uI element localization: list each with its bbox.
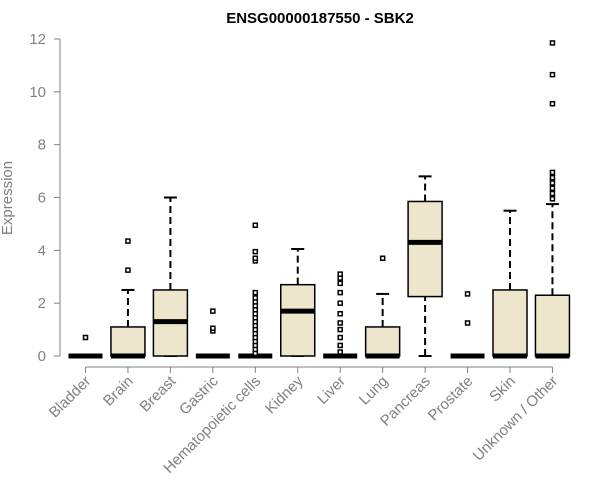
outlier-point	[549, 174, 556, 181]
box-pancreas	[407, 175, 443, 357]
x-tick-label: Brain	[100, 373, 137, 410]
box-breast	[152, 196, 189, 357]
y-tick-label: 6	[38, 190, 46, 207]
outlier-point	[464, 291, 471, 297]
y-tick-label: 0	[38, 348, 46, 365]
box-iqr	[110, 326, 146, 357]
box-hematopoietic-cells	[238, 222, 273, 359]
outlier-point	[125, 267, 131, 273]
outlier-point	[337, 271, 343, 277]
y-tick-label: 8	[38, 137, 46, 154]
plot-area	[68, 40, 571, 359]
box-liver	[323, 271, 358, 359]
outlier-point	[210, 308, 216, 314]
outlier-point	[549, 40, 556, 46]
box-lung	[364, 255, 401, 359]
box-unknown-other	[534, 40, 571, 359]
x-tick-label: Kidney	[262, 372, 307, 417]
x-tick-label: Liver	[314, 373, 349, 408]
outlier-point	[252, 289, 259, 296]
outlier-point	[549, 185, 556, 192]
outlier-point	[82, 334, 89, 341]
outlier-point	[549, 196, 556, 202]
box-kidney	[280, 248, 316, 357]
outlier-point	[252, 222, 259, 228]
box-iqr	[492, 289, 528, 357]
outlier-point	[379, 255, 386, 262]
outlier-point	[252, 248, 259, 255]
outlier-point	[337, 334, 343, 341]
x-tick-label: Bladder	[46, 373, 95, 422]
outlier-point	[337, 310, 343, 317]
outlier-point	[210, 325, 216, 332]
y-axis-title: Expression	[0, 161, 16, 235]
x-tick-label: Skin	[486, 373, 519, 406]
y-tick-label: 10	[29, 84, 46, 101]
outlier-point	[252, 255, 259, 262]
outlier-point	[549, 169, 556, 176]
outlier-point	[337, 280, 343, 287]
outlier-point	[337, 320, 343, 326]
outlier-point	[549, 71, 556, 78]
outlier-point	[464, 320, 471, 326]
outlier-point	[549, 180, 556, 186]
outlier-point	[337, 289, 343, 296]
box-iqr	[407, 200, 443, 298]
outlier-point	[549, 190, 556, 197]
box-iqr	[534, 294, 571, 357]
x-tick-label: Lung	[356, 373, 392, 409]
box-gastric	[195, 308, 230, 359]
box-prostate	[450, 291, 485, 359]
outlier-point	[337, 349, 343, 355]
box-skin	[492, 209, 528, 359]
outlier-point	[337, 342, 343, 349]
box-bladder	[68, 334, 103, 359]
box-brain	[110, 238, 146, 359]
y-tick-label: 4	[38, 242, 46, 259]
y-tick-label: 12	[29, 31, 46, 48]
y-axis: 0 2 4 6 8 10 12	[29, 31, 61, 365]
outlier-point	[125, 238, 131, 244]
outlier-point	[337, 300, 343, 306]
chart-title: ENSG00000187550 - SBK2	[226, 10, 414, 27]
box-iqr	[280, 283, 316, 357]
box-iqr	[364, 326, 401, 357]
x-tick-label: Prostate	[425, 373, 477, 425]
outlier-point	[549, 100, 556, 107]
y-tick-label: 2	[38, 295, 46, 312]
x-tick-label: Breast	[137, 372, 180, 415]
outlier-point	[337, 326, 343, 333]
outlier-point	[252, 295, 259, 301]
